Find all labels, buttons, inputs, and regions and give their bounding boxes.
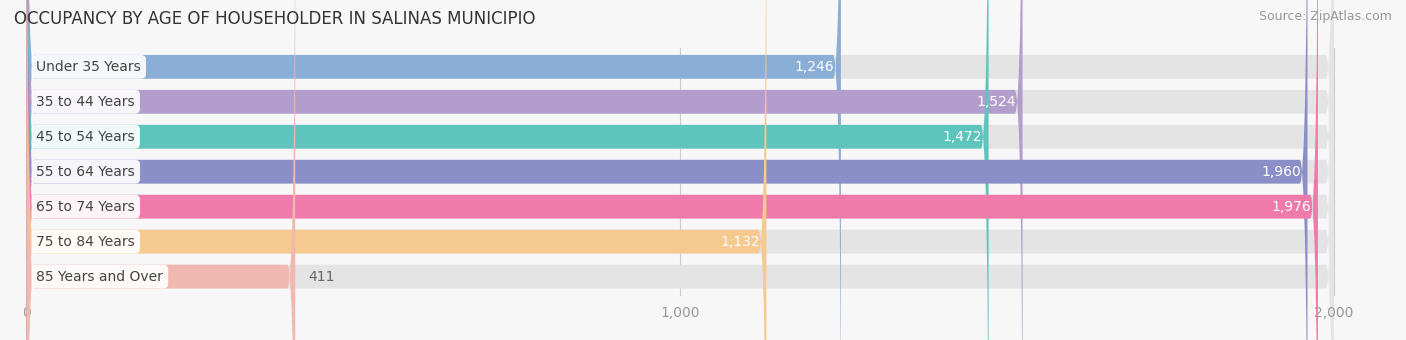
FancyBboxPatch shape — [27, 0, 1334, 340]
Text: Source: ZipAtlas.com: Source: ZipAtlas.com — [1258, 10, 1392, 23]
FancyBboxPatch shape — [27, 0, 988, 340]
Text: 45 to 54 Years: 45 to 54 Years — [37, 130, 135, 144]
FancyBboxPatch shape — [27, 0, 1334, 340]
Text: OCCUPANCY BY AGE OF HOUSEHOLDER IN SALINAS MUNICIPIO: OCCUPANCY BY AGE OF HOUSEHOLDER IN SALIN… — [14, 10, 536, 28]
FancyBboxPatch shape — [27, 0, 295, 340]
FancyBboxPatch shape — [27, 0, 1334, 340]
Text: Under 35 Years: Under 35 Years — [37, 60, 141, 74]
Text: 1,960: 1,960 — [1261, 165, 1301, 179]
Text: 1,976: 1,976 — [1271, 200, 1312, 214]
Text: 65 to 74 Years: 65 to 74 Years — [37, 200, 135, 214]
FancyBboxPatch shape — [27, 0, 1334, 340]
FancyBboxPatch shape — [27, 0, 1334, 340]
Text: 1,132: 1,132 — [720, 235, 759, 249]
Text: 411: 411 — [308, 270, 335, 284]
FancyBboxPatch shape — [27, 0, 1317, 340]
Text: 75 to 84 Years: 75 to 84 Years — [37, 235, 135, 249]
FancyBboxPatch shape — [27, 0, 1334, 340]
Text: 1,524: 1,524 — [977, 95, 1017, 109]
Text: 35 to 44 Years: 35 to 44 Years — [37, 95, 135, 109]
FancyBboxPatch shape — [27, 0, 841, 340]
FancyBboxPatch shape — [27, 0, 1022, 340]
Text: 55 to 64 Years: 55 to 64 Years — [37, 165, 135, 179]
Text: 1,246: 1,246 — [794, 60, 834, 74]
Text: 1,472: 1,472 — [942, 130, 981, 144]
FancyBboxPatch shape — [27, 0, 1308, 340]
FancyBboxPatch shape — [27, 0, 766, 340]
Text: 85 Years and Over: 85 Years and Over — [37, 270, 163, 284]
FancyBboxPatch shape — [27, 0, 1334, 340]
